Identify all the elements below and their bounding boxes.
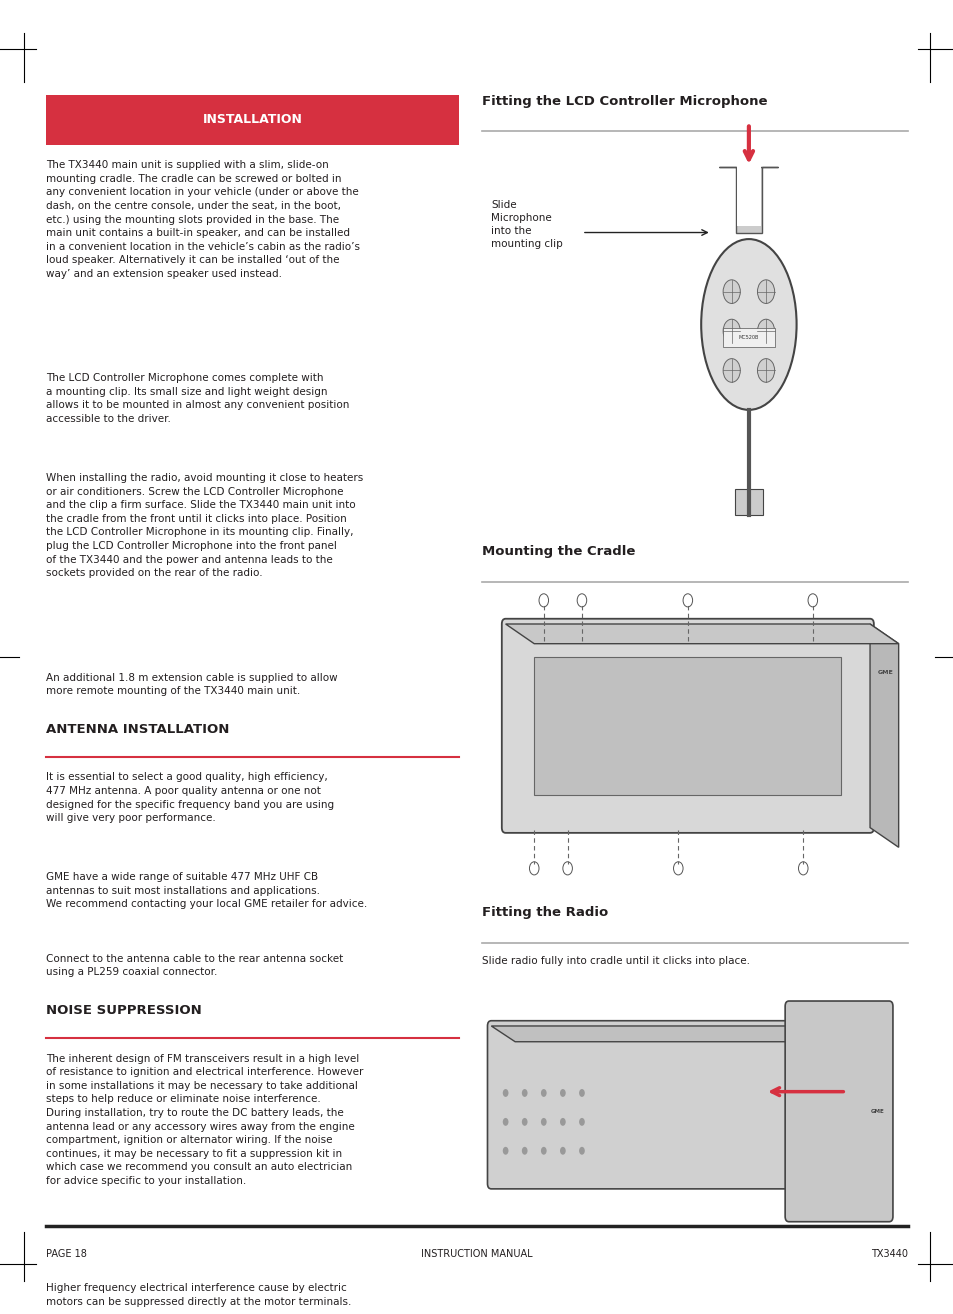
Circle shape — [722, 319, 740, 343]
Circle shape — [757, 359, 774, 382]
Polygon shape — [505, 624, 898, 644]
Circle shape — [502, 1147, 508, 1155]
Text: The TX3440 main unit is supplied with a slim, slide-on
mounting cradle. The crad: The TX3440 main unit is supplied with a … — [46, 160, 359, 279]
Text: It is essential to select a good quality, high efficiency,
477 MHz antenna. A po: It is essential to select a good quality… — [46, 773, 334, 824]
Ellipse shape — [700, 239, 796, 410]
Circle shape — [521, 1089, 527, 1097]
Bar — [534, 657, 841, 795]
Circle shape — [540, 1147, 546, 1155]
Bar — [481, 993, 907, 1256]
Text: NOISE SUPPRESSION: NOISE SUPPRESSION — [46, 1004, 201, 1017]
Text: ANTENNA INSTALLATION: ANTENNA INSTALLATION — [46, 723, 229, 736]
Circle shape — [502, 1118, 508, 1126]
Text: When installing the radio, avoid mounting it close to heaters
or air conditioner: When installing the radio, avoid mountin… — [46, 473, 363, 578]
Bar — [46, 95, 458, 145]
Bar — [481, 598, 907, 880]
Bar — [722, 328, 774, 347]
Polygon shape — [719, 167, 778, 233]
Text: Fitting the LCD Controller Microphone: Fitting the LCD Controller Microphone — [481, 95, 766, 108]
Circle shape — [578, 1118, 584, 1126]
Polygon shape — [491, 1026, 817, 1042]
Bar — [734, 489, 762, 515]
Text: Slide radio fully into cradle until it clicks into place.: Slide radio fully into cradle until it c… — [481, 957, 749, 966]
Circle shape — [540, 1089, 546, 1097]
Text: Fitting the Radio: Fitting the Radio — [481, 907, 607, 920]
Bar — [481, 147, 907, 522]
Text: INSTALLATION: INSTALLATION — [202, 113, 302, 126]
Circle shape — [521, 1147, 527, 1155]
Text: Higher frequency electrical interference cause by electric
motors can be suppres: Higher frequency electrical interference… — [46, 1284, 351, 1307]
Circle shape — [757, 280, 774, 304]
Circle shape — [722, 280, 740, 304]
Text: PAGE 18: PAGE 18 — [46, 1250, 87, 1259]
Text: The inherent design of FM transceivers result in a high level
of resistance to i: The inherent design of FM transceivers r… — [46, 1054, 363, 1187]
Text: Mounting the Cradle: Mounting the Cradle — [481, 545, 635, 558]
Text: GME have a wide range of suitable 477 MHz UHF CB
antennas to suit most installat: GME have a wide range of suitable 477 MH… — [46, 872, 367, 909]
Text: GME: GME — [877, 670, 893, 675]
Circle shape — [578, 1089, 584, 1097]
Circle shape — [722, 359, 740, 382]
Text: TX3440: TX3440 — [870, 1250, 907, 1259]
Circle shape — [540, 1118, 546, 1126]
Text: GME: GME — [870, 1109, 883, 1114]
FancyBboxPatch shape — [487, 1021, 797, 1189]
FancyBboxPatch shape — [501, 619, 873, 833]
Circle shape — [578, 1147, 584, 1155]
Circle shape — [521, 1118, 527, 1126]
Text: Slide
Microphone
into the
mounting clip: Slide Microphone into the mounting clip — [491, 200, 562, 250]
Polygon shape — [869, 624, 898, 848]
Text: INSTRUCTION MANUAL: INSTRUCTION MANUAL — [420, 1250, 533, 1259]
Polygon shape — [737, 160, 760, 226]
Circle shape — [757, 319, 774, 343]
Circle shape — [502, 1089, 508, 1097]
Text: An additional 1.8 m extension cable is supplied to allow
more remote mounting of: An additional 1.8 m extension cable is s… — [46, 673, 337, 696]
FancyBboxPatch shape — [784, 1001, 892, 1222]
Text: MC520B: MC520B — [738, 335, 759, 340]
Circle shape — [559, 1147, 565, 1155]
Circle shape — [559, 1118, 565, 1126]
Text: The LCD Controller Microphone comes complete with
a mounting clip. Its small siz: The LCD Controller Microphone comes comp… — [46, 373, 349, 424]
Circle shape — [559, 1089, 565, 1097]
Text: Connect to the antenna cable to the rear antenna socket
using a PL259 coaxial co: Connect to the antenna cable to the rear… — [46, 954, 343, 978]
